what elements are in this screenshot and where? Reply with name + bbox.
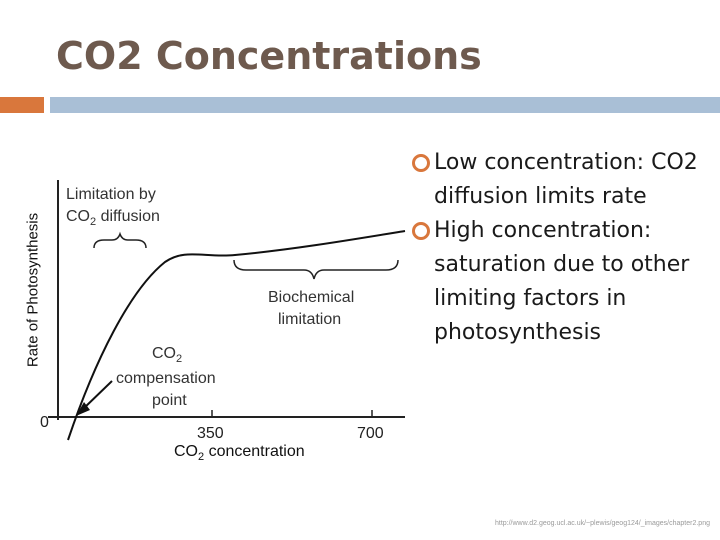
bullet-ring-icon <box>412 154 430 172</box>
diffusion-label-line1: Limitation by <box>66 186 156 203</box>
diffusion-label-co: CO <box>66 208 90 225</box>
compensation-label-line2: compensation <box>116 370 216 387</box>
bullet-list: Low concentration: CO2 diffusion limits … <box>412 146 717 350</box>
compensation-label-line1: CO2 <box>152 345 182 365</box>
bullet-high-concentration: High concentration: saturation due to ot… <box>412 214 717 350</box>
tick-label-350: 350 <box>197 425 224 442</box>
x-axis-label-rest: concentration <box>204 443 305 460</box>
bullet-low-concentration: Low concentration: CO2 diffusion limits … <box>412 146 717 214</box>
x-axis-label: CO2 concentration <box>174 443 305 463</box>
slide-title: CO2 Concentrations <box>56 34 482 78</box>
bullet-text: High concentration: saturation due to ot… <box>434 218 690 345</box>
title-divider-bar <box>50 97 720 113</box>
title-accent-bar <box>0 97 44 113</box>
biochemical-brace <box>233 259 399 280</box>
bullet-ring-icon <box>412 222 430 240</box>
diffusion-label-rest: diffusion <box>96 208 160 225</box>
diffusion-label-line2: CO2 diffusion <box>66 208 160 228</box>
diffusion-brace <box>93 231 147 249</box>
compensation-arrow <box>81 380 113 411</box>
diffusion-label-sub: 2 <box>90 216 96 228</box>
tick-label-700: 700 <box>357 425 384 442</box>
compensation-label-co: CO <box>152 345 176 362</box>
compensation-arrowhead <box>76 402 90 416</box>
compensation-label-line3: point <box>152 392 187 409</box>
photosynthesis-figure: 0 350 700 Limitation by CO2 diffusion Bi… <box>40 180 406 442</box>
biochemical-label-line2: limitation <box>278 311 341 328</box>
biochemical-label-line1: Biochemical <box>268 289 354 306</box>
x-axis-label-co: CO <box>174 443 198 460</box>
bullet-text: Low concentration: CO2 diffusion limits … <box>434 150 698 209</box>
compensation-label-sub: 2 <box>176 353 182 365</box>
response-curve <box>67 230 406 441</box>
x-axis-label-sub: 2 <box>198 451 205 464</box>
tick-label-0: 0 <box>40 414 49 431</box>
image-credit: http://www.d2.geog.ucl.ac.uk/~plewis/geo… <box>494 520 710 527</box>
